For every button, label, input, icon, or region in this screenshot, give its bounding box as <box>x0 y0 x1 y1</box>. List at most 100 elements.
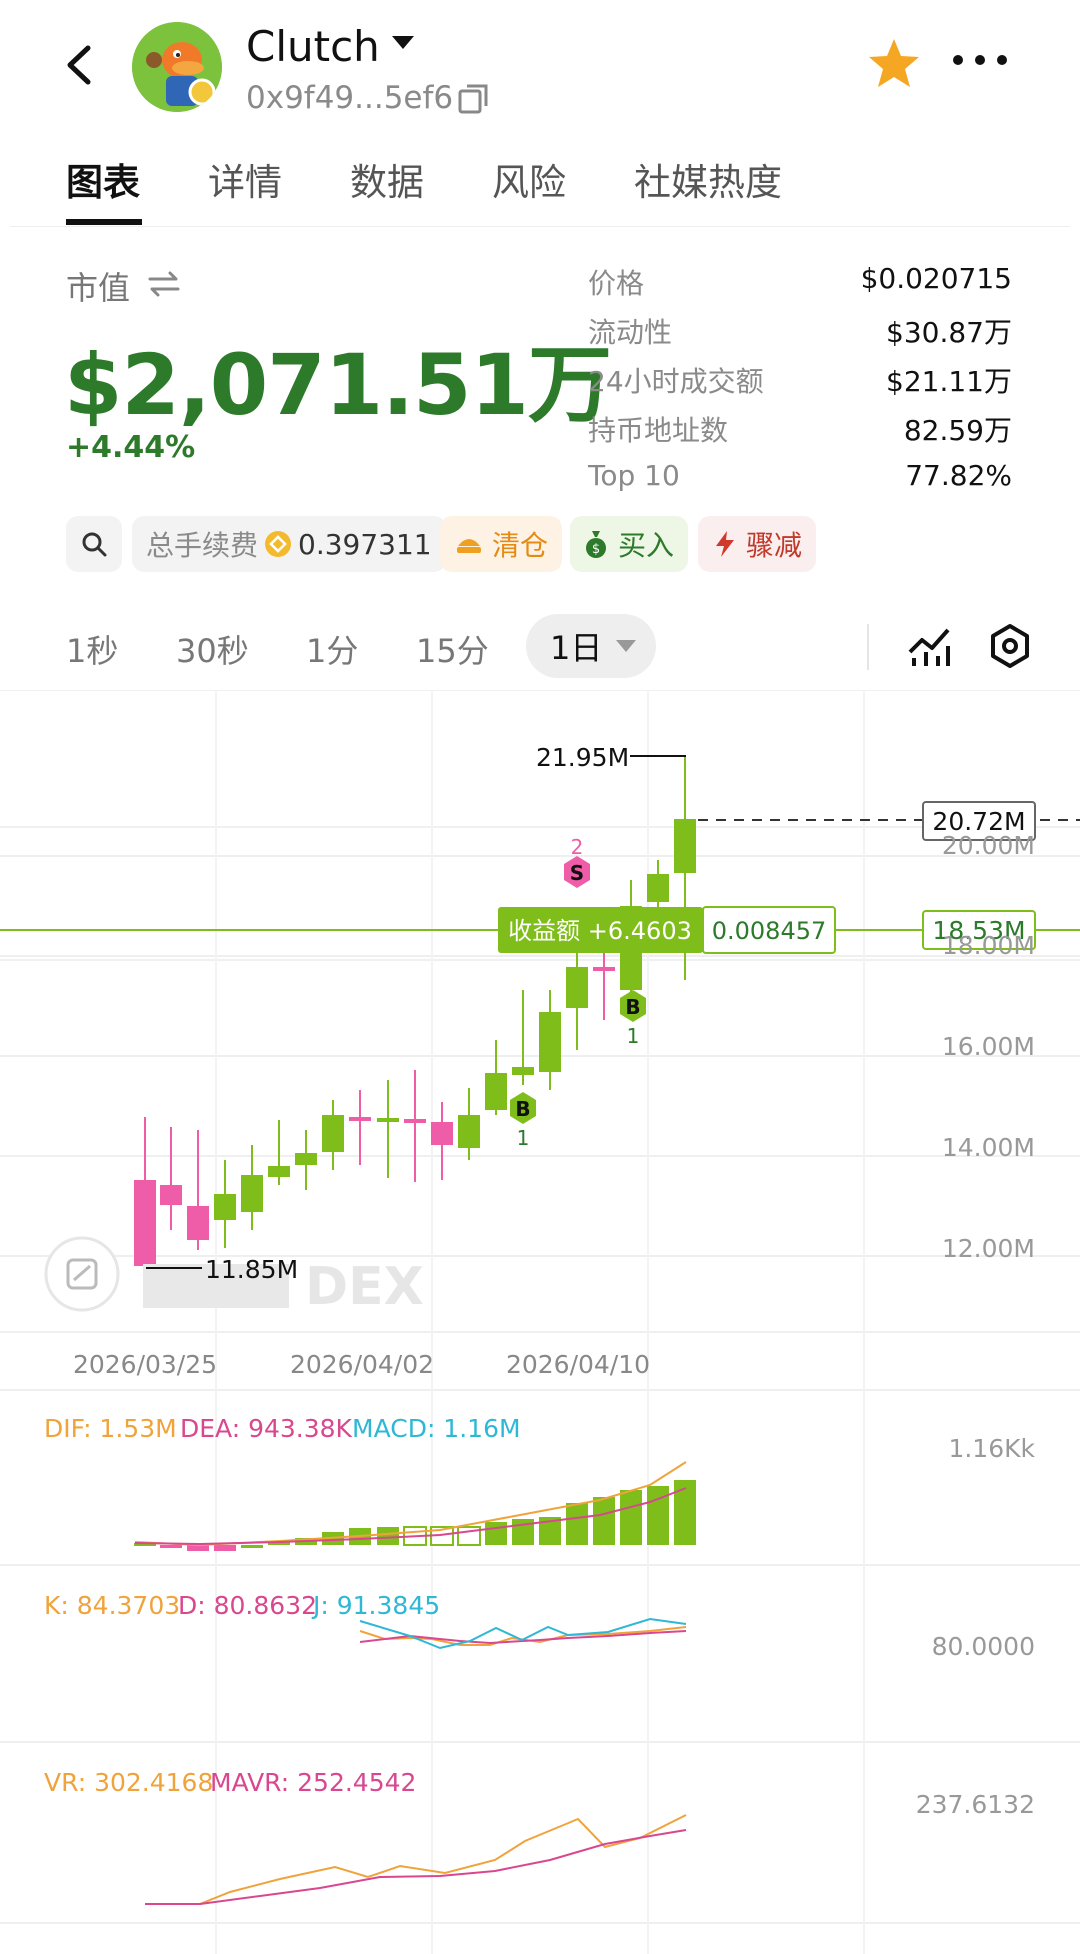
divider <box>10 226 1070 227</box>
y-tick: 20.00M <box>942 831 1035 860</box>
buy-button[interactable]: $ 买入 <box>570 516 689 572</box>
candle-body <box>241 1175 263 1212</box>
stat-value: $30.87万 <box>886 316 1012 349</box>
token-name[interactable]: Clutch <box>246 22 380 71</box>
dump-alert-button[interactable]: 骤减 <box>698 516 817 572</box>
y-tick: 14.00M <box>942 1133 1035 1162</box>
cost-price-label: 18.53M <box>932 916 1025 945</box>
x-label: 2026/04/10 <box>506 1350 650 1379</box>
svg-text:2: 2 <box>571 835 584 859</box>
y-tick: 16.00M <box>942 1032 1035 1061</box>
x-label: 2026/03/25 <box>73 1350 217 1379</box>
candle-body <box>349 1117 371 1121</box>
lightning-icon <box>716 531 734 557</box>
market-cap-label: 市值 <box>66 269 131 307</box>
candlestick-chart[interactable]: DEX 21.95M 11.85M 20.72M 收益额 +6.4603 0.0… <box>0 690 1080 1954</box>
buy-marker[interactable]: B 1 <box>510 1092 536 1150</box>
buy-marker[interactable]: B 1 <box>620 990 646 1048</box>
stat-value: $0.020715 <box>860 262 1012 295</box>
tab-chart[interactable]: 图表 <box>66 161 140 204</box>
candle-body <box>458 1115 480 1148</box>
macd-value: MACD: 1.16M <box>352 1414 521 1443</box>
y-tick: 12.00M <box>942 1234 1035 1263</box>
candle-body <box>647 874 669 902</box>
fullscreen-button[interactable] <box>44 1236 120 1312</box>
kdj-d: D: 80.8632 <box>178 1591 317 1620</box>
stat-label: 持币地址数 <box>588 414 729 447</box>
pnl-value: 0.008457 <box>712 917 827 945</box>
timeframe-15m[interactable]: 15分 <box>416 632 489 670</box>
macd-dea-line <box>134 1487 687 1546</box>
clear-position-button[interactable]: 清仓 <box>440 516 563 572</box>
token-avatar <box>132 22 222 112</box>
more-options-icon[interactable] <box>950 50 1010 70</box>
timeframe-1s[interactable]: 1秒 <box>66 632 119 670</box>
stat-label: Top 10 <box>588 459 680 492</box>
total-fee-pill[interactable]: 总手续费 0.397311 <box>132 516 446 572</box>
macd-bar <box>539 1517 561 1545</box>
sell-marker[interactable]: 2 S <box>564 835 590 888</box>
stat-label: 流动性 <box>588 316 673 349</box>
low-label: 11.85M <box>205 1255 298 1284</box>
macd-dif: DIF: 1.53M <box>44 1414 177 1443</box>
swap-icon[interactable] <box>148 270 180 298</box>
vr-axis: 237.6132 <box>916 1790 1035 1819</box>
mavr-value: MAVR: 252.4542 <box>210 1768 416 1797</box>
candle-body <box>404 1119 426 1123</box>
candle-body <box>674 819 696 873</box>
money-bag-icon: $ <box>586 531 606 558</box>
candle-body <box>134 1180 156 1266</box>
watermark-text: DEX <box>305 1257 424 1317</box>
search-button[interactable] <box>66 516 122 572</box>
candle-body <box>160 1185 182 1205</box>
svg-text:1: 1 <box>627 1024 640 1048</box>
expand-icon <box>66 1258 98 1290</box>
candle-body <box>539 1012 561 1072</box>
tab-risk[interactable]: 风险 <box>492 161 566 204</box>
kdj-k: K: 84.3703 <box>44 1591 180 1620</box>
candle-body <box>593 967 615 971</box>
current-price-label: 20.72M <box>932 807 1025 836</box>
macd-dea: DEA: 943.38K <box>180 1414 353 1443</box>
watermark: DEX <box>143 1257 424 1317</box>
tab-details[interactable]: 详情 <box>208 161 282 204</box>
macd-bar <box>160 1545 182 1548</box>
broom-icon <box>457 539 481 553</box>
macd-bar <box>620 1490 642 1545</box>
candle-body <box>295 1153 317 1165</box>
candle-body <box>566 967 588 1008</box>
settings-hexagon-icon[interactable] <box>986 622 1034 670</box>
svg-text:B: B <box>625 995 640 1019</box>
svg-text:B: B <box>515 1097 530 1121</box>
tab-social[interactable]: 社媒热度 <box>634 161 782 204</box>
market-cap-value: $2,071.51万 <box>64 336 612 434</box>
macd-bar <box>377 1527 399 1545</box>
timeframe-30s[interactable]: 30秒 <box>176 632 249 670</box>
macd-bar <box>134 1543 156 1546</box>
macd-bar <box>566 1503 588 1545</box>
high-label: 21.95M <box>536 743 629 772</box>
token-address: 0x9f49...5ef6 <box>246 80 454 116</box>
back-arrow-icon[interactable] <box>58 40 98 90</box>
macd-bar <box>485 1522 507 1545</box>
svg-text:$: $ <box>592 542 600 557</box>
timeframe-dropdown[interactable]: 1日 <box>526 614 656 678</box>
y-tick: 18.00M <box>942 931 1035 960</box>
macd-bar <box>187 1545 209 1551</box>
candle-body <box>512 1067 534 1075</box>
tab-active-indicator <box>66 219 142 225</box>
macd-bar <box>674 1480 696 1545</box>
copy-icon[interactable] <box>457 82 491 116</box>
indicator-icon[interactable] <box>906 622 954 670</box>
timeframe-1m[interactable]: 1分 <box>306 632 359 670</box>
candle-body <box>485 1073 507 1110</box>
search-icon <box>82 532 107 557</box>
candle-body <box>377 1118 399 1122</box>
chevron-down-icon[interactable] <box>392 36 414 49</box>
favorite-star-icon[interactable] <box>866 36 922 92</box>
tab-data[interactable]: 数据 <box>350 161 424 204</box>
macd-bar <box>268 1542 290 1545</box>
buy-label: 买入 <box>618 529 675 562</box>
stat-value: 77.82% <box>905 459 1012 492</box>
clear-label: 清仓 <box>492 529 549 562</box>
